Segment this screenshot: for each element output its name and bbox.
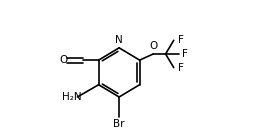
Text: Br: Br xyxy=(113,119,125,129)
Text: F: F xyxy=(182,49,188,59)
Text: F: F xyxy=(178,35,184,45)
Text: F: F xyxy=(178,63,184,73)
Text: N: N xyxy=(115,35,123,45)
Text: H₂N: H₂N xyxy=(62,92,82,102)
Text: O: O xyxy=(59,55,68,65)
Text: O: O xyxy=(149,41,157,51)
